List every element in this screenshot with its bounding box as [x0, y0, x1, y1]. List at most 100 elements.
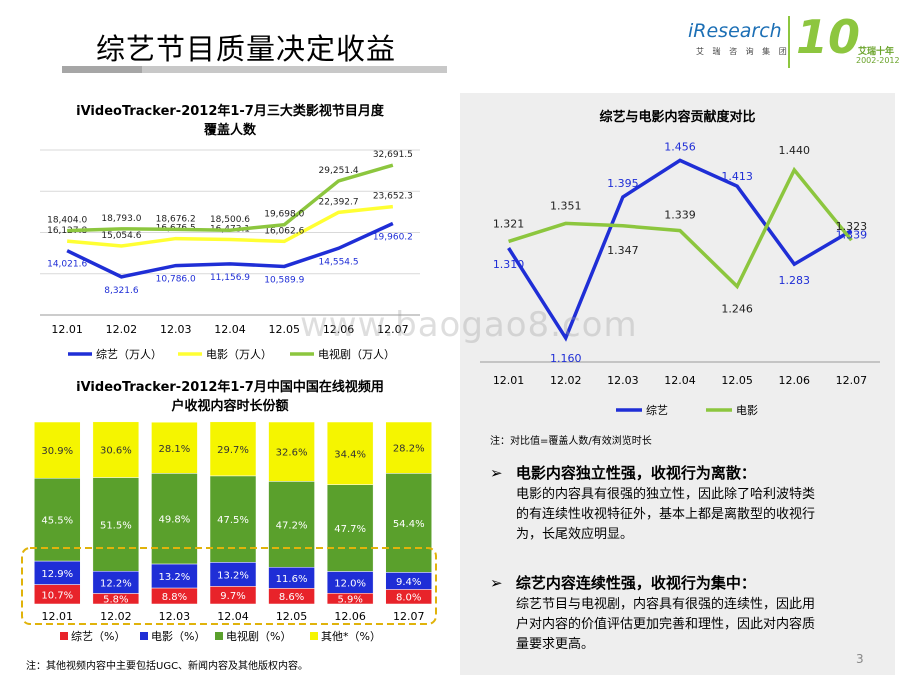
- x-tick-label: 12.07: [836, 374, 868, 387]
- x-tick-label: 12.01: [493, 374, 524, 387]
- data-label: 1.456: [664, 140, 696, 153]
- bar-segment: [268, 421, 315, 482]
- legend-label: 电影（万人）: [206, 348, 272, 361]
- section-2-heading: ➢ 综艺内容连续性强，收视行为集中：: [490, 572, 890, 593]
- data-label: 18,676.2: [156, 214, 196, 224]
- legend-swatch: [140, 632, 148, 640]
- bar-value-label: 10.7%: [41, 590, 73, 601]
- series-line-1: [508, 166, 853, 290]
- series-line-0: [66, 221, 394, 279]
- section-1-heading-text: 电影内容独立性强，收视行为离散：: [515, 464, 756, 482]
- bar-value-label: 12.2%: [100, 578, 132, 589]
- bar-value-label: 51.5%: [100, 520, 132, 531]
- data-label: 1.440: [779, 144, 811, 157]
- series-line-1: [66, 204, 394, 248]
- bar-value-label: 30.6%: [100, 446, 132, 457]
- section-1-body: 电影的内容具有很强的独立性，因此除了哈利波特类 的有连续性收视特征外，基本上都是…: [516, 485, 890, 545]
- x-tick-label: 12.04: [664, 374, 696, 387]
- legend-swatch: [310, 632, 318, 640]
- data-label: 1.160: [550, 352, 582, 365]
- bar-value-label: 47.7%: [334, 524, 366, 535]
- data-label: 29,251.4: [319, 166, 359, 176]
- footnote-left: 注：其他视频内容中主要包括UGC、新闻内容及其他版权内容。: [26, 661, 309, 672]
- bar-value-label: 49.8%: [159, 515, 191, 526]
- x-tick-label: 12.02: [100, 610, 132, 623]
- x-tick-label: 12.01: [42, 610, 74, 623]
- data-label: 19,698.0: [264, 210, 304, 220]
- legend-swatch: [215, 632, 223, 640]
- section-1-line: 电影的内容具有很强的独立性，因此除了哈利波特类: [516, 487, 816, 502]
- bar-value-label: 30.9%: [41, 446, 73, 457]
- bar-value-label: 32.6%: [276, 448, 308, 459]
- legend-label: 电影（%）: [151, 630, 205, 643]
- series-line-0: [507, 158, 853, 342]
- bar-value-label: 12.0%: [334, 578, 366, 589]
- bar-value-label: 9.4%: [396, 577, 421, 588]
- legend-swatch: [60, 632, 68, 640]
- bar-value-label: 29.7%: [217, 445, 249, 456]
- data-label: 1.395: [607, 177, 639, 190]
- legend-label: 其他*（%）: [321, 630, 381, 643]
- data-label: 32,691.5: [373, 150, 413, 160]
- bar-value-label: 11.6%: [276, 574, 308, 585]
- chart1-title-line1: iVideoTracker-2012年1-7月三大类影视节目月度: [76, 104, 384, 119]
- x-tick-label: 12.05: [269, 323, 301, 336]
- legend-label: 电视剧（%）: [226, 629, 291, 643]
- legend-label: 综艺（%）: [71, 629, 125, 643]
- chart2-title-line1: iVideoTracker-2012年1-7月中国中国在线视频用: [76, 380, 384, 395]
- data-label: 1.413: [721, 170, 753, 183]
- section-2-line: 户对内容的价值评估更加完善和理性，因此对内容质: [516, 617, 816, 632]
- x-tick-label: 12.04: [217, 610, 249, 623]
- x-tick-label: 12.03: [159, 610, 191, 623]
- bar-value-label: 13.2%: [217, 570, 249, 581]
- bar-value-label: 45.5%: [41, 516, 73, 527]
- data-label: 10,589.9: [264, 275, 304, 285]
- x-tick-label: 12.07: [377, 323, 409, 336]
- legend-label: 综艺: [646, 403, 668, 417]
- legend-label: 综艺（万人）: [96, 347, 162, 361]
- data-label: 8,321.6: [104, 286, 139, 296]
- x-tick-label: 12.04: [214, 323, 246, 336]
- data-label: 1.347: [607, 244, 639, 257]
- data-label: 1.339: [664, 209, 696, 222]
- section-2-line: 综艺节目与电视剧，内容具有很强的连续性，因此用: [516, 597, 816, 612]
- legend-label: 电视剧（万人）: [318, 347, 395, 361]
- bar-segment: [385, 473, 432, 573]
- data-label: 1.339: [836, 229, 868, 242]
- bar-value-label: 5.9%: [337, 595, 362, 606]
- section-1-line: 的有连续性收视特征外，基本上都是离散型的收视行: [516, 507, 816, 522]
- panel-note: 注：对比值=覆盖人数/有效浏览时长: [490, 436, 652, 447]
- chart1-title-line2: 覆盖人数: [203, 123, 256, 138]
- section-1: ➢ 电影内容独立性强，收视行为离散： 电影的内容具有很强的独立性，因此除了哈利波…: [490, 462, 890, 545]
- data-label: 10,786.0: [156, 275, 196, 285]
- data-label: 1.246: [721, 302, 753, 315]
- section-2-body: 综艺节目与电视剧，内容具有很强的连续性，因此用 户对内容的价值评估更加完善和理性…: [516, 595, 890, 655]
- bar-value-label: 8.6%: [279, 592, 304, 603]
- x-tick-label: 12.06: [779, 374, 811, 387]
- data-label: 14,021.6: [47, 260, 87, 270]
- bar-segment: [209, 421, 257, 477]
- data-label: 15,054.6: [101, 231, 141, 241]
- title-underline: [62, 66, 447, 73]
- section-2-heading-text: 综艺内容连续性强，收视行为集中：: [515, 574, 756, 592]
- data-label: 1.321: [493, 217, 524, 230]
- data-label: 1.323: [836, 220, 868, 233]
- data-label: 18,500.6: [210, 215, 250, 225]
- bar-value-label: 28.1%: [159, 444, 191, 455]
- x-tick-label: 12.05: [721, 374, 753, 387]
- bar-segment: [34, 421, 81, 479]
- x-tick-label: 12.06: [334, 610, 366, 623]
- logo-brand-cn: 艾 瑞 咨 询 集 团: [696, 47, 790, 56]
- section-2-line: 量要求更高。: [516, 637, 595, 652]
- bar-value-label: 28.2%: [393, 444, 425, 455]
- right-panel: [460, 93, 895, 675]
- legend-label: 电影: [736, 404, 758, 417]
- data-label: 1.310: [493, 258, 524, 271]
- x-tick-label: 12.07: [393, 610, 425, 623]
- logo-brand: iResearch: [688, 20, 782, 42]
- data-label: 11,156.9: [210, 273, 250, 283]
- page-number: 3: [856, 652, 864, 666]
- chart2-title: iVideoTracker-2012年1-7月中国中国在线视频用 户收视内容时长…: [30, 378, 430, 416]
- watermark: www.baogao8.com: [300, 305, 638, 345]
- series-line-2: [67, 163, 394, 233]
